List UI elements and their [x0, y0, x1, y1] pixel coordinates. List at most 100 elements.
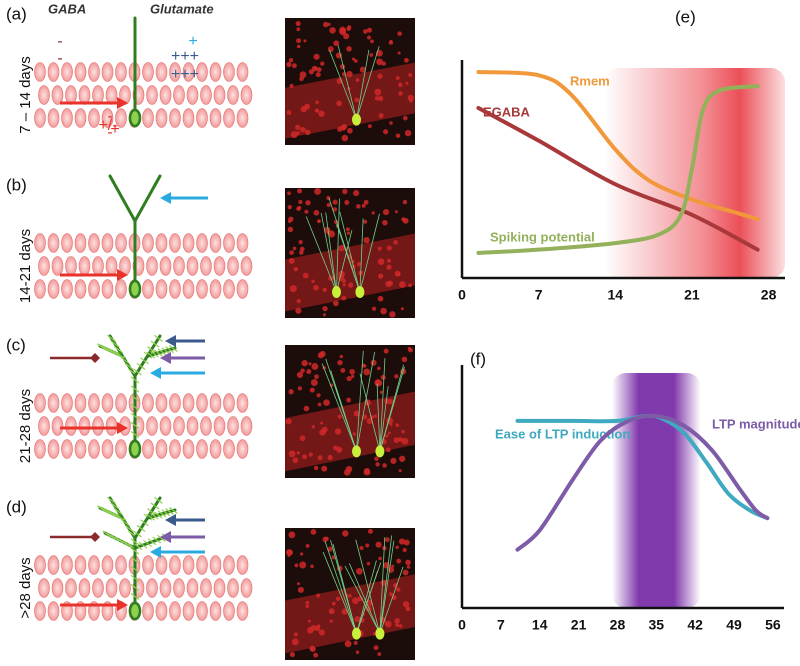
nucleus [327, 46, 334, 53]
nucleus [338, 244, 345, 252]
nucleus [287, 204, 292, 210]
nucleus [337, 359, 343, 366]
nucleus [404, 129, 412, 137]
nucleus [329, 27, 336, 34]
cell [236, 393, 249, 413]
cell [101, 233, 114, 253]
spine [157, 534, 166, 542]
nucleus [363, 368, 371, 376]
nucleus [345, 227, 350, 232]
nucleus [372, 632, 377, 636]
x-tick-label: 28 [761, 287, 777, 303]
nucleus [289, 652, 295, 658]
nucleus [406, 565, 411, 569]
cell [101, 62, 114, 82]
cell [209, 439, 222, 459]
spine [110, 340, 120, 348]
cell [227, 85, 239, 105]
nucleus [402, 601, 410, 608]
cell [34, 62, 46, 82]
nucleus [389, 311, 396, 318]
cell [159, 256, 172, 276]
nucleus [389, 121, 393, 125]
nucleus [380, 374, 386, 380]
spine [150, 502, 160, 510]
nucleus [339, 64, 346, 70]
neurite [337, 45, 357, 120]
spine [157, 348, 167, 356]
cell [74, 62, 87, 82]
cell [169, 62, 181, 82]
nucleus [305, 129, 311, 136]
x-tick-label: 21 [684, 287, 700, 303]
cell [78, 256, 91, 276]
spine [136, 524, 146, 532]
cell [38, 85, 50, 105]
cell [196, 601, 208, 621]
nucleus [318, 110, 325, 117]
nucleus [346, 26, 351, 31]
cell [236, 62, 249, 82]
neurite [379, 366, 405, 452]
nucleus [354, 59, 358, 63]
neurite [359, 373, 381, 452]
cell [142, 62, 154, 82]
nucleus [401, 437, 409, 445]
cell [155, 62, 168, 82]
spine [112, 350, 122, 358]
cell [155, 279, 168, 299]
neurite [379, 386, 389, 452]
cell [92, 416, 104, 436]
soma [128, 279, 142, 299]
spine [147, 508, 156, 516]
cell [65, 578, 77, 598]
neurite [356, 351, 376, 452]
spine [130, 403, 140, 411]
nucleus [376, 58, 383, 66]
x-tick-label: 0 [458, 287, 466, 303]
sign: - [107, 108, 112, 125]
neurite [336, 223, 361, 293]
cell [88, 233, 100, 253]
spine [146, 513, 156, 521]
cell [186, 416, 199, 436]
neurite [356, 562, 382, 634]
cell [200, 85, 212, 105]
nucleus [296, 371, 304, 379]
cell [119, 578, 131, 598]
cell [196, 233, 208, 253]
cell [173, 578, 185, 598]
cell [78, 578, 91, 598]
cell [240, 85, 253, 105]
cell [142, 108, 154, 128]
x-tick-label: 56 [765, 617, 781, 633]
sign: + [188, 33, 197, 50]
cell [223, 62, 235, 82]
nucleus [317, 455, 323, 461]
spine [115, 351, 125, 359]
cell [38, 578, 50, 598]
cell [196, 62, 208, 82]
nucleus [305, 600, 310, 605]
cell [105, 256, 118, 276]
x-tick-label: 35 [649, 617, 665, 633]
spine [124, 524, 134, 532]
cell [240, 578, 253, 598]
nucleus [395, 623, 400, 628]
nucleus [385, 622, 389, 626]
nucleus [362, 414, 368, 420]
cell [47, 439, 60, 459]
cell [74, 108, 87, 128]
neuron-soma [375, 445, 385, 458]
nucleus [409, 98, 413, 103]
panel-label: (e) [675, 7, 696, 26]
neurite [320, 212, 337, 293]
panel-label: (c) [6, 335, 26, 354]
x-tick-label: 7 [497, 617, 505, 633]
cell [223, 601, 235, 621]
cell [159, 416, 172, 436]
neuron-soma [352, 627, 361, 640]
nucleus [348, 594, 352, 598]
cell [196, 439, 208, 459]
nucleus [399, 281, 406, 288]
